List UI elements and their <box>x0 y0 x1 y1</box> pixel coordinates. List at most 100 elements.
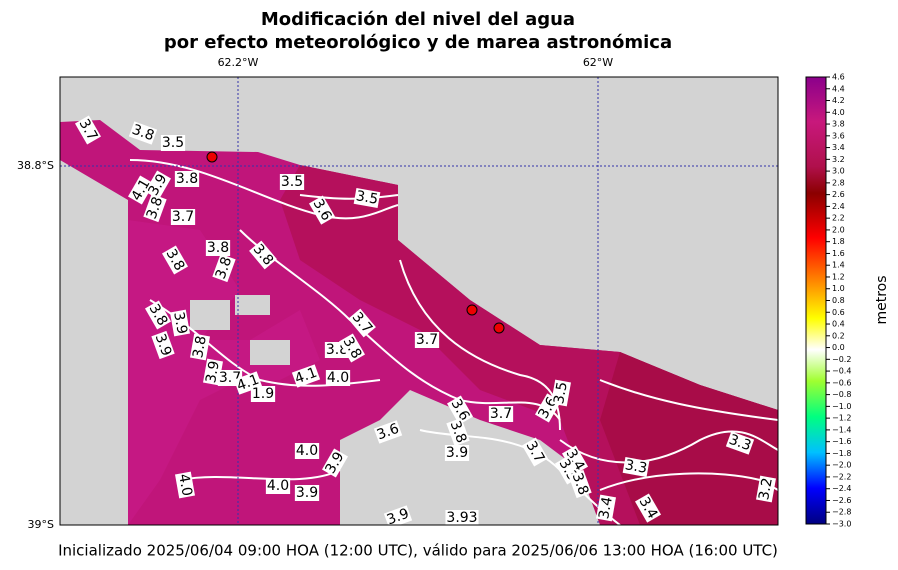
station[interactable] <box>466 304 478 316</box>
contour-label-bg <box>151 330 175 360</box>
colorbar-tick-label: 1.4 <box>832 261 845 270</box>
colorbar-tick-label: −2.8 <box>832 508 851 517</box>
contour-label: 4.0 <box>327 370 349 386</box>
colorbar-tick-label: 4.0 <box>832 108 845 117</box>
contour-label: 3.3 <box>727 432 753 455</box>
contour-label: 1.9 <box>252 386 274 402</box>
contour-label-bg <box>294 485 320 501</box>
colorbar-tick-label: 2.0 <box>832 225 845 234</box>
contour-label-bg <box>447 395 474 425</box>
lon-label: 62.2°W <box>218 56 259 69</box>
colorbar-tick-label: 3.8 <box>832 120 845 129</box>
colorbar-tick-label: −2.4 <box>832 484 851 493</box>
contour-label-bg <box>325 370 351 386</box>
contour-label-bg <box>339 333 365 363</box>
contour-label-bg <box>309 195 336 225</box>
contour-label-bg <box>353 188 381 208</box>
contour-label-bg <box>143 193 167 223</box>
station[interactable] <box>493 322 505 334</box>
contour-label-bg <box>522 437 548 467</box>
colorbar-tick-label: −2.6 <box>832 496 851 505</box>
contour-label: 3.7 <box>490 406 512 422</box>
map-frame <box>59 76 779 526</box>
contour-label-bg <box>444 445 470 461</box>
contour-label-bg <box>175 471 195 499</box>
contour-label: 3.7 <box>416 332 438 348</box>
map-area: 3.7 3.8 3.53.84.13.93.8 3.73.53.6 3.53.8 3.83… <box>59 76 779 529</box>
colorbar-label: metros <box>874 275 890 324</box>
colorbar-tick-label: 0.6 <box>832 308 845 317</box>
contour-label: 3.5 <box>162 135 184 151</box>
colorbar-tick-label: −0.4 <box>832 367 851 376</box>
colorbar-tick-label: 2.2 <box>832 214 845 223</box>
colorbar-tick-label: −1.2 <box>832 414 851 423</box>
contour-label: 3.4 <box>596 496 616 521</box>
contour-label: 3.8 <box>144 195 167 221</box>
contour-label: 3.8 <box>569 471 592 497</box>
contour-label-bg <box>756 475 776 503</box>
land <box>340 390 600 525</box>
contour-label-bg <box>145 300 171 330</box>
contour-label: 3.93 <box>446 510 477 526</box>
contour-label-bg <box>551 379 571 407</box>
contour-label-bg <box>279 174 305 190</box>
contour-label: 4.0 <box>267 478 289 494</box>
contour-label-bg <box>205 240 231 256</box>
contour-label: 3.9 <box>152 332 175 358</box>
colorbar-tick-label: −1.0 <box>832 402 851 411</box>
colorbar-tick-label: 1.8 <box>832 237 845 246</box>
colorbar-tick-label: 4.4 <box>832 84 845 93</box>
contour-label-bg <box>249 240 277 270</box>
contour-label-bg <box>162 245 188 275</box>
colorbar-tick-label: −1.6 <box>832 437 851 446</box>
contour-label: 4.1 <box>293 365 319 388</box>
contour-label-bg <box>75 115 101 145</box>
colorbar <box>805 76 827 525</box>
contour-label-bg <box>373 420 403 444</box>
title-line: Modificación del nivel del agua <box>261 9 575 30</box>
colorbar-tick-label: −0.2 <box>832 355 851 364</box>
lat-label: 38.8°S <box>17 159 54 172</box>
colorbar-tick-label: −3.0 <box>832 520 851 529</box>
contour-label-bg <box>635 493 662 523</box>
contour-label-bg <box>250 386 276 402</box>
contour-label: 3.9 <box>385 506 411 529</box>
contour-label-bg <box>322 448 348 478</box>
contour-label: 3.2 <box>756 477 776 502</box>
contour-label: 3.5 <box>281 174 303 190</box>
contour-label: 3.8 <box>447 419 470 445</box>
contour-label: 3.5 <box>551 381 571 406</box>
colorbar-tick-label: 0.0 <box>832 343 845 352</box>
colorbar-tick-label: 2.8 <box>832 178 845 187</box>
footer: Inicializado 2025/06/04 09:00 HOA (12:00… <box>58 542 778 560</box>
colorbar-tick-label: −1.4 <box>832 425 851 434</box>
land <box>250 340 290 365</box>
contour-label-bg <box>128 175 154 205</box>
colorbar-tick-label: 2.6 <box>832 190 845 199</box>
contour-label: 3.9 <box>446 445 468 461</box>
contour-label-bg <box>174 171 200 187</box>
colorbar-tick-label: 3.6 <box>832 131 845 140</box>
contour-label-bg <box>622 457 650 477</box>
colorbar-tick-label: 1.0 <box>832 284 845 293</box>
station[interactable] <box>206 151 218 163</box>
contour-label-bg <box>291 364 321 388</box>
colorbar-tick-label: 0.2 <box>832 331 845 340</box>
contour-label-bg <box>294 443 320 459</box>
contour-label: 3.8 <box>190 335 210 360</box>
contour-label-bg <box>145 170 171 200</box>
contour-label-bg <box>190 333 210 361</box>
colorbar-tick-label: −2.0 <box>832 461 851 470</box>
contour-label: 4.0 <box>175 473 195 498</box>
contour-label-bg <box>725 431 755 455</box>
contour-label: 3.5 <box>355 188 380 208</box>
land <box>190 300 230 330</box>
contour-label: 3.8 <box>176 171 198 187</box>
contour-label-bg <box>348 308 376 338</box>
contour-label: 3.8 <box>130 122 156 145</box>
title-line: por efecto meteorológico y de marea astr… <box>164 32 672 53</box>
colorbar-tick-label: 1.2 <box>832 272 845 281</box>
colorbar-tick-label: 3.0 <box>832 167 845 176</box>
contour-label: 3.6 <box>375 421 401 444</box>
